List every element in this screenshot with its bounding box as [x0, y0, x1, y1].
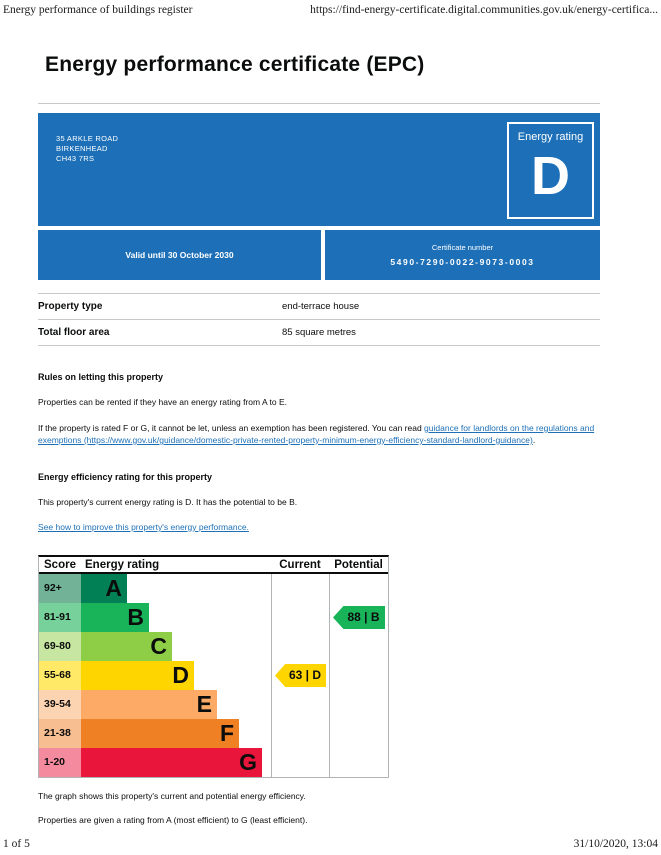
current-column-divider: [271, 574, 272, 777]
energy-rating-badge: Energy rating D: [507, 122, 594, 219]
current-rating-text: This property's current energy rating is…: [38, 497, 298, 507]
rules-paragraph-2-suffix: .: [532, 435, 536, 445]
epc-chart-header: Score Energy rating Current Potential: [39, 557, 388, 574]
certificate-page: Energy performance certificate (EPC) 35 …: [38, 44, 600, 825]
page-number: 1 of 5: [3, 838, 30, 850]
page-title: Energy performance certificate (EPC): [45, 53, 425, 76]
property-type-value: end-terrace house: [282, 301, 360, 312]
certificate-meta-row: Valid until 30 October 2030 Certificate …: [38, 230, 600, 280]
band-score: 81-91: [39, 603, 81, 632]
chart-caption-1: The graph shows this property's current …: [38, 791, 306, 801]
chart-caption-2: Properties are given a rating from A (mo…: [38, 815, 308, 825]
divider: [38, 103, 600, 104]
potential-column-divider: [329, 574, 330, 777]
epc-chart-body: 92+ A 81-91 B 69-80 C 55-68 D 39-54 E 21…: [39, 574, 388, 777]
address-line-3: CH43 7RS: [56, 154, 95, 163]
print-timestamp: 31/10/2020, 13:04: [573, 838, 658, 850]
band-bar: A: [81, 574, 127, 603]
potential-column-header: Potential: [334, 558, 383, 571]
table-row: Total floor area 85 square metres: [38, 320, 600, 346]
rules-paragraph-1: Properties can be rented if they have an…: [38, 397, 288, 407]
address-line-1: 35 ARKLE ROAD: [56, 134, 119, 143]
band-bar: E: [81, 690, 217, 719]
band-row-c: 69-80 C: [39, 632, 388, 661]
rules-heading: Rules on letting this property: [38, 372, 164, 382]
current-rating-arrow: 63 | D: [275, 664, 326, 687]
property-address: 35 ARKLE ROAD BIRKENHEAD CH43 7RS: [56, 134, 118, 164]
band-score: 1-20: [39, 748, 81, 777]
band-score: 21-38: [39, 719, 81, 748]
print-header-title: Energy performance of buildings register: [3, 4, 193, 16]
rules-paragraph-2: If the property is rated F or G, it cann…: [38, 422, 600, 446]
band-row-f: 21-38 F: [39, 719, 388, 748]
print-footer: 1 of 5 31/10/2020, 13:04: [3, 838, 658, 850]
band-score: 39-54: [39, 690, 81, 719]
band-score: 55-68: [39, 661, 81, 690]
band-row-a: 92+ A: [39, 574, 388, 603]
floor-area-label: Total floor area: [38, 327, 110, 338]
band-bar: F: [81, 719, 239, 748]
certificate-number-label: Certificate number: [431, 243, 494, 252]
rules-paragraph-2-text: If the property is rated F or G, it cann…: [38, 423, 425, 433]
potential-rating-arrow: 88 | B: [333, 606, 385, 629]
improve-performance-link[interactable]: See how to improve this property's energ…: [38, 522, 249, 532]
property-summary-table: Property type end-terrace house Total fl…: [38, 293, 600, 346]
certificate-number: 5490-7290-0022-9073-0003: [390, 257, 535, 267]
current-column-header: Current: [279, 558, 321, 571]
band-row-g: 1-20 G: [39, 748, 388, 777]
property-type-label: Property type: [38, 301, 103, 312]
certificate-number-box: Certificate number 5490-7290-0022-9073-0…: [325, 230, 600, 280]
band-bar: G: [81, 748, 262, 777]
print-header-url: https://find-energy-certificate.digital.…: [310, 4, 658, 16]
score-column-header: Score: [44, 558, 76, 571]
energy-rating-letter: D: [531, 146, 570, 206]
band-bar: C: [81, 632, 172, 661]
band-bar: B: [81, 603, 149, 632]
epc-rating-chart: Score Energy rating Current Potential 92…: [38, 555, 389, 778]
certificate-hero-banner: 35 ARKLE ROAD BIRKENHEAD CH43 7RS Energy…: [38, 113, 600, 226]
band-row-b: 81-91 B: [39, 603, 388, 632]
address-line-2: BIRKENHEAD: [56, 144, 108, 153]
landlord-guidance-link[interactable]: guidance for landlords on the regulation…: [38, 423, 595, 445]
print-header: Energy performance of buildings register…: [3, 4, 658, 16]
floor-area-value: 85 square metres: [282, 327, 356, 338]
band-score: 69-80: [39, 632, 81, 661]
band-row-e: 39-54 E: [39, 690, 388, 719]
band-bar: D: [81, 661, 194, 690]
rating-column-header: Energy rating: [85, 558, 160, 571]
energy-rating-label: Energy rating: [517, 131, 584, 143]
band-score: 92+: [39, 574, 81, 603]
table-row: Property type end-terrace house: [38, 294, 600, 320]
efficiency-rating-heading: Energy efficiency rating for this proper…: [38, 472, 213, 482]
band-row-d: 55-68 D: [39, 661, 388, 690]
valid-until: Valid until 30 October 2030: [38, 230, 321, 280]
